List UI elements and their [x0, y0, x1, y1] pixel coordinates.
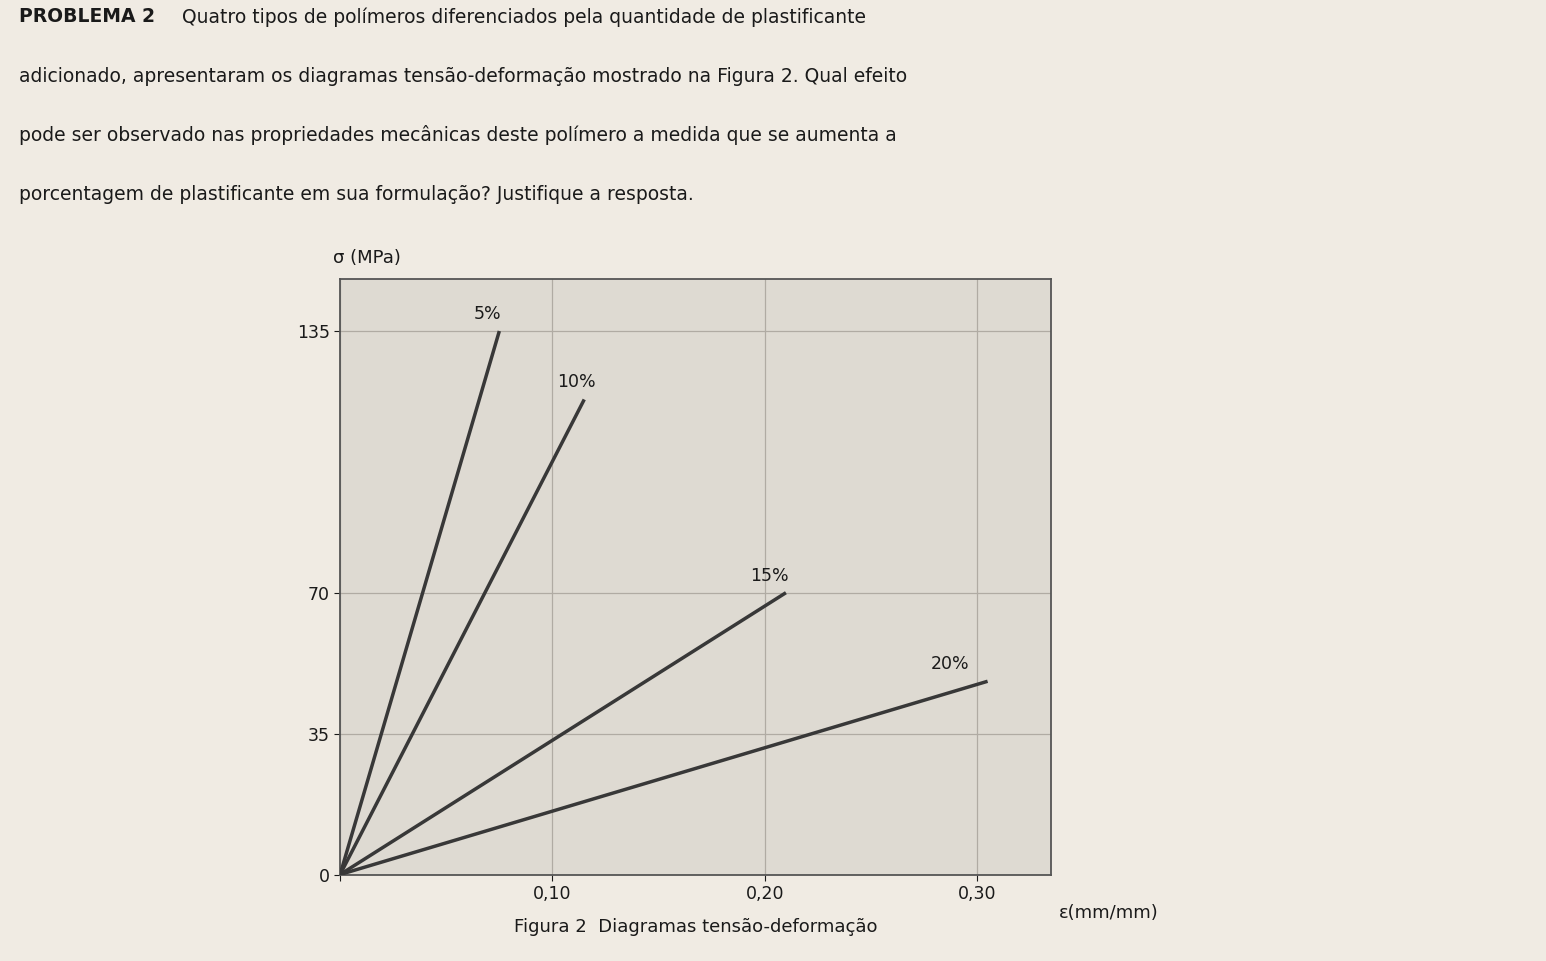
Text: 5%: 5%: [475, 305, 501, 323]
Text: porcentagem de plastificante em sua formulação? Justifique a resposta.: porcentagem de plastificante em sua form…: [19, 185, 693, 204]
Text: ε(mm/mm): ε(mm/mm): [1059, 904, 1158, 923]
Text: Figura 2  Diagramas tensão-deformação: Figura 2 Diagramas tensão-deformação: [513, 918, 878, 936]
Text: adicionado, apresentaram os diagramas tensão-deformação mostrado na Figura 2. Qu: adicionado, apresentaram os diagramas te…: [19, 66, 906, 86]
Text: PROBLEMA 2: PROBLEMA 2: [19, 8, 155, 26]
Text: σ (MPa): σ (MPa): [332, 249, 400, 267]
Text: 10%: 10%: [557, 374, 595, 391]
Text: Quatro tipos de polímeros diferenciados pela quantidade de plastificante: Quatro tipos de polímeros diferenciados …: [170, 7, 866, 27]
Text: 15%: 15%: [750, 567, 788, 584]
Text: 20%: 20%: [931, 655, 969, 674]
Text: pode ser observado nas propriedades mecânicas deste polímero a medida que se aum: pode ser observado nas propriedades mecâ…: [19, 125, 897, 145]
